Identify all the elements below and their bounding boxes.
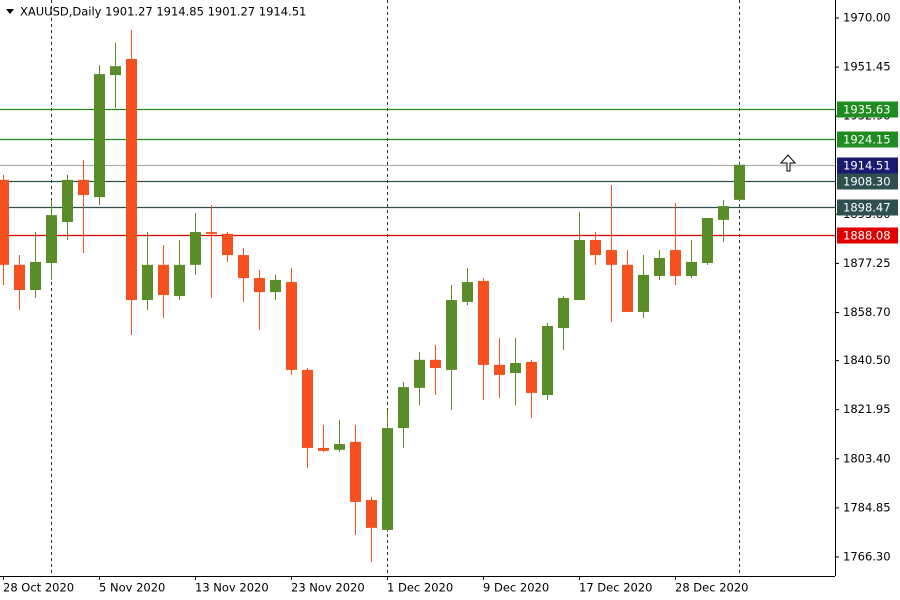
price-level-label: 1908.30 [843,175,891,189]
candle-body [462,282,473,302]
candle-body [558,297,569,329]
candle-body [478,280,489,365]
x-tick-label: 28 Oct 2020 [3,581,74,595]
y-tick-label: 1970.00 [843,10,891,24]
candle-body [270,279,281,293]
candle-body [126,59,137,301]
price-level-tag [837,173,898,190]
candle-body [334,443,345,450]
y-tick-label: 1951.45 [843,60,891,74]
candle-body [446,300,457,370]
price-level-tag [837,199,898,216]
candle-body [606,250,617,265]
candle-body [398,387,409,429]
candle-body [622,264,633,312]
candle-body [286,282,297,370]
x-tick-label: 5 Nov 2020 [99,581,165,595]
candle-body [0,179,9,265]
candle-body [702,218,713,263]
x-tick-label: 13 Nov 2020 [195,581,269,595]
candle-body [14,264,25,290]
x-tick-label: 23 Nov 2020 [291,581,365,595]
x-tick-label: 1 Dec 2020 [387,581,453,595]
candle-body [366,500,377,528]
candle-body [190,232,201,265]
candle-body [78,179,89,195]
candle-body [686,261,697,276]
candle-body [302,369,313,448]
candle-body [734,164,745,200]
candle-body [142,264,153,301]
y-tick-label: 1840.50 [843,353,891,367]
candle-body [718,206,729,220]
candle-body [430,359,441,369]
chart-title: XAUUSD,Daily 1901.27 1914.85 1901.27 191… [20,5,306,19]
menu-triangle[interactable] [6,9,14,14]
candle-body [46,215,57,263]
candle-body [30,261,41,290]
candle-body [494,364,505,375]
y-tick-label: 1877.25 [843,256,891,270]
candle-body [206,232,217,234]
price-level-tag [837,157,898,174]
price-level-tag [837,101,898,118]
candle-body [110,66,121,76]
candle-body [222,233,233,256]
candle-body [158,264,169,296]
candle-body [382,428,393,530]
price-level-label: 1914.51 [843,159,891,173]
y-tick-label: 1766.30 [843,549,891,563]
candle-body [414,359,425,388]
x-tick-label: 17 Dec 2020 [579,581,652,595]
buy-arrow-icon [779,154,797,172]
price-level-label: 1888.08 [843,229,891,243]
y-tick-label: 1821.95 [843,402,891,416]
candle-body [590,239,601,256]
y-tick-label: 1858.70 [843,305,891,319]
candle-body [350,441,361,502]
candle-body [638,274,649,312]
plot-area [0,0,835,576]
price-level-tag [837,227,898,244]
y-tick-label: 1784.85 [843,500,891,514]
price-level-label: 1924.15 [843,133,891,147]
y-tick-label: 1803.40 [843,451,891,465]
candle-body [254,278,265,293]
price-level-label: 1898.47 [843,201,891,215]
candle-body [542,325,553,396]
candle-body [62,179,73,222]
candle-body [654,257,665,276]
candle-body [174,264,185,297]
x-tick-label: 28 Dec 2020 [675,581,748,595]
candle-body [574,239,585,301]
x-tick-label: 9 Dec 2020 [483,581,549,595]
candle-body [510,363,521,374]
candle-body [526,361,537,393]
candle-body [238,255,249,279]
candle-body [94,74,105,198]
candle-body [670,250,681,276]
price-level-label: 1935.63 [843,103,891,117]
price-level-tag [837,131,898,148]
candle-body [318,447,329,451]
